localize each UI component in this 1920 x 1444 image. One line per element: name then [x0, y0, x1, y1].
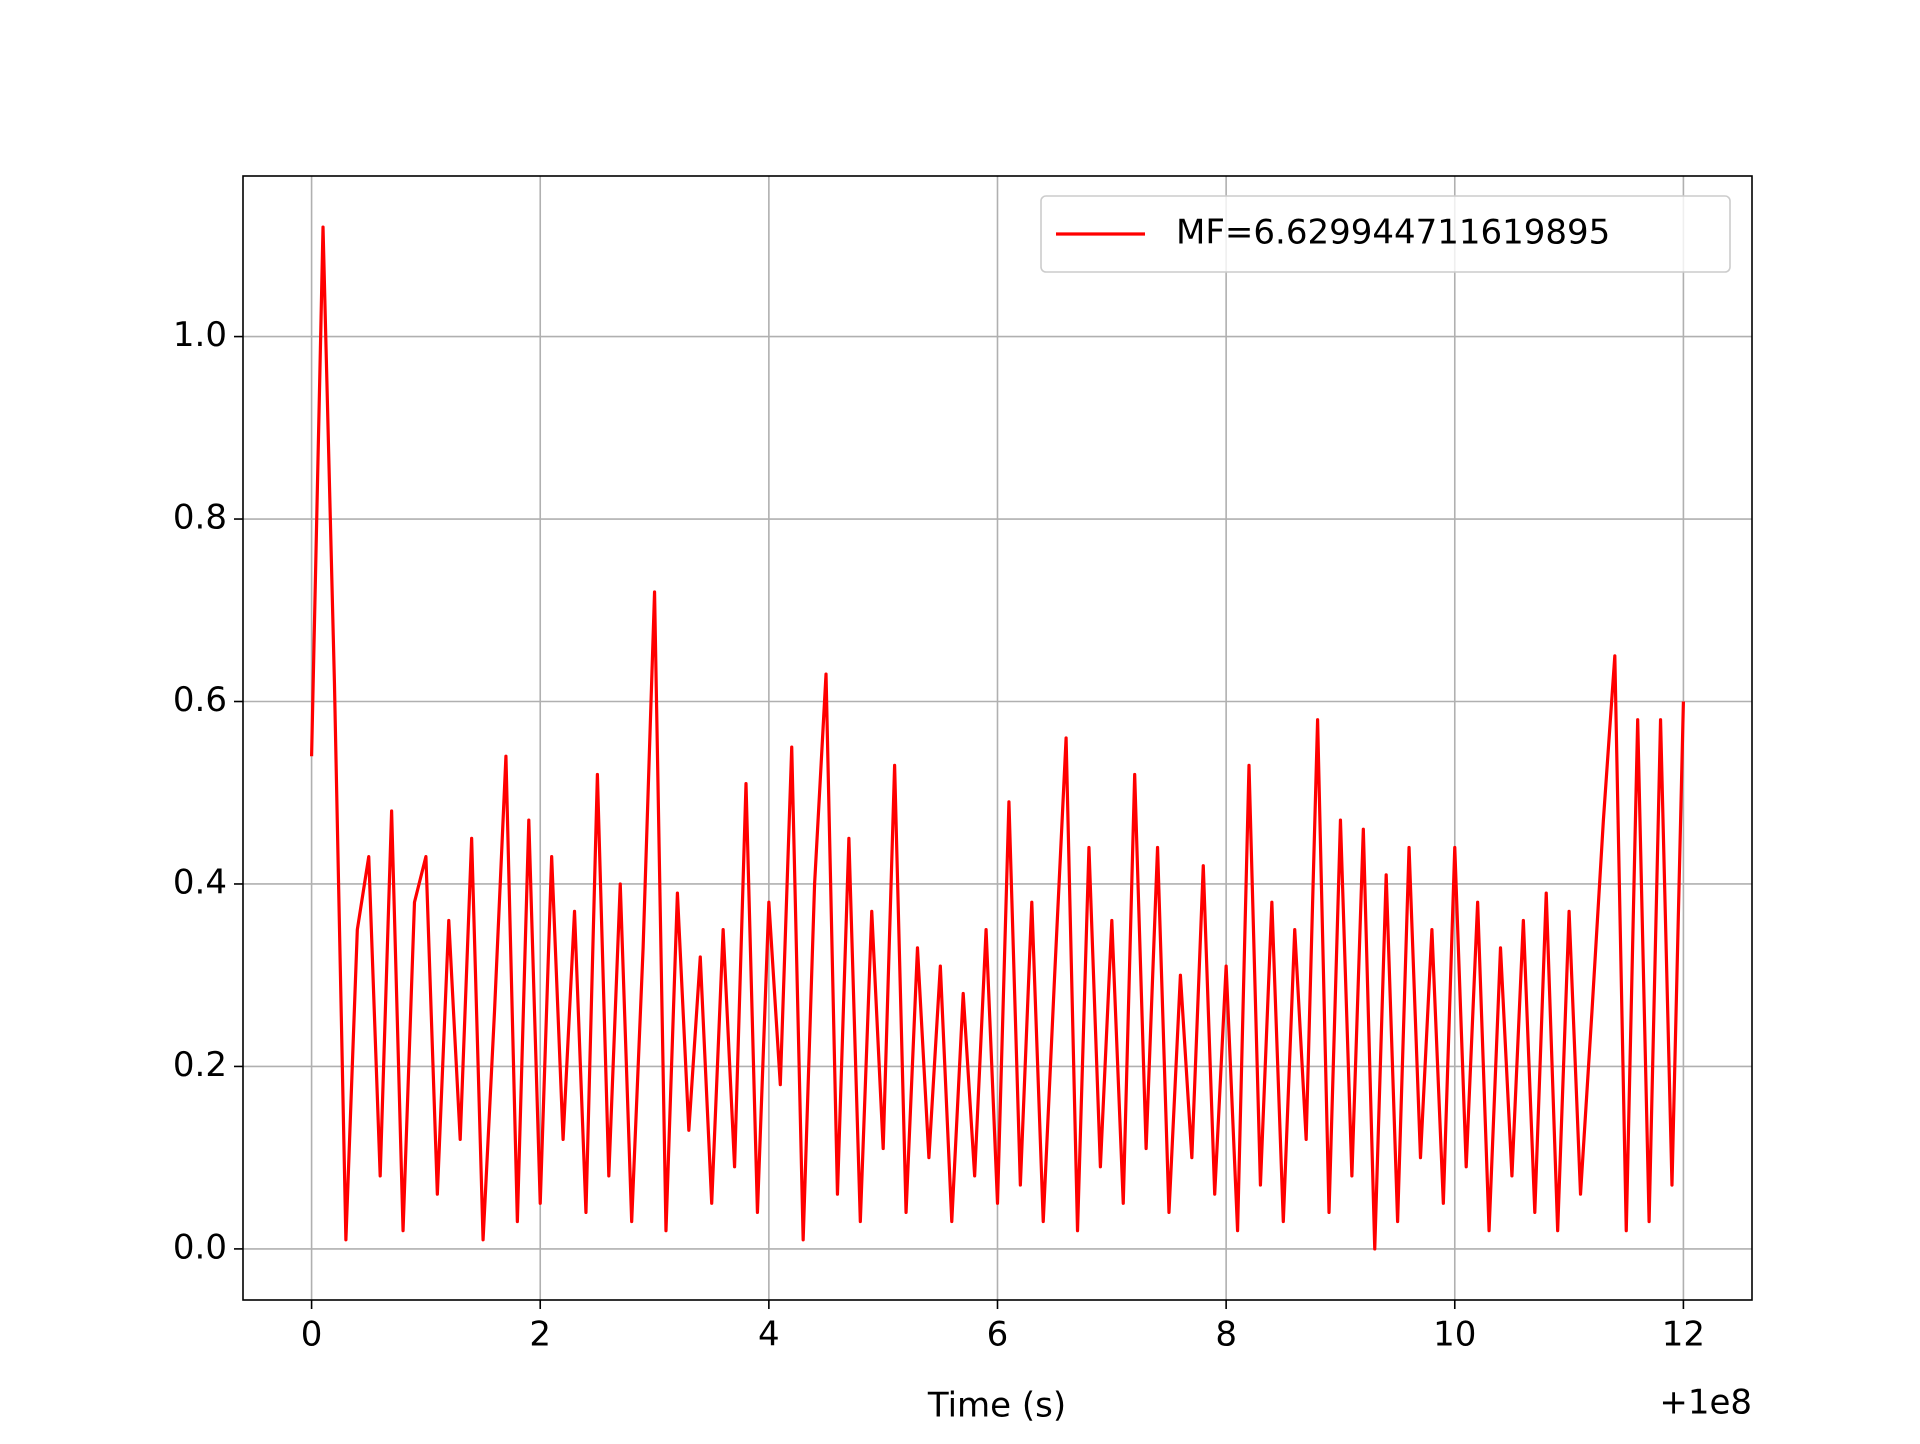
y-tick-label: 0.2: [173, 1045, 227, 1085]
legend-label: MF=6.629944711619895: [1176, 213, 1610, 253]
data-line: [309, 225, 1686, 1251]
x-tick-label: 10: [1433, 1315, 1476, 1355]
y-tick-label: 0.6: [173, 680, 227, 720]
x-tick-label: 4: [758, 1315, 780, 1355]
y-tick-label: 0.4: [173, 862, 227, 902]
y-tick-label: 1.0: [173, 315, 227, 355]
x-tick-label: 2: [529, 1315, 551, 1355]
x-tick-label: 0: [301, 1315, 323, 1355]
x-tick-label: 6: [987, 1315, 1009, 1355]
y-tick-label: 0.0: [173, 1227, 227, 1267]
x-tick-label: 12: [1662, 1315, 1705, 1355]
x-axis-label: Time (s): [927, 1386, 1066, 1426]
x-tick-label: 8: [1215, 1315, 1237, 1355]
plot-frame: [242, 175, 1753, 1301]
x-offset-label: +1e8: [1659, 1383, 1752, 1423]
legend-box: [1040, 195, 1731, 273]
y-tick-label: 0.8: [173, 498, 227, 538]
